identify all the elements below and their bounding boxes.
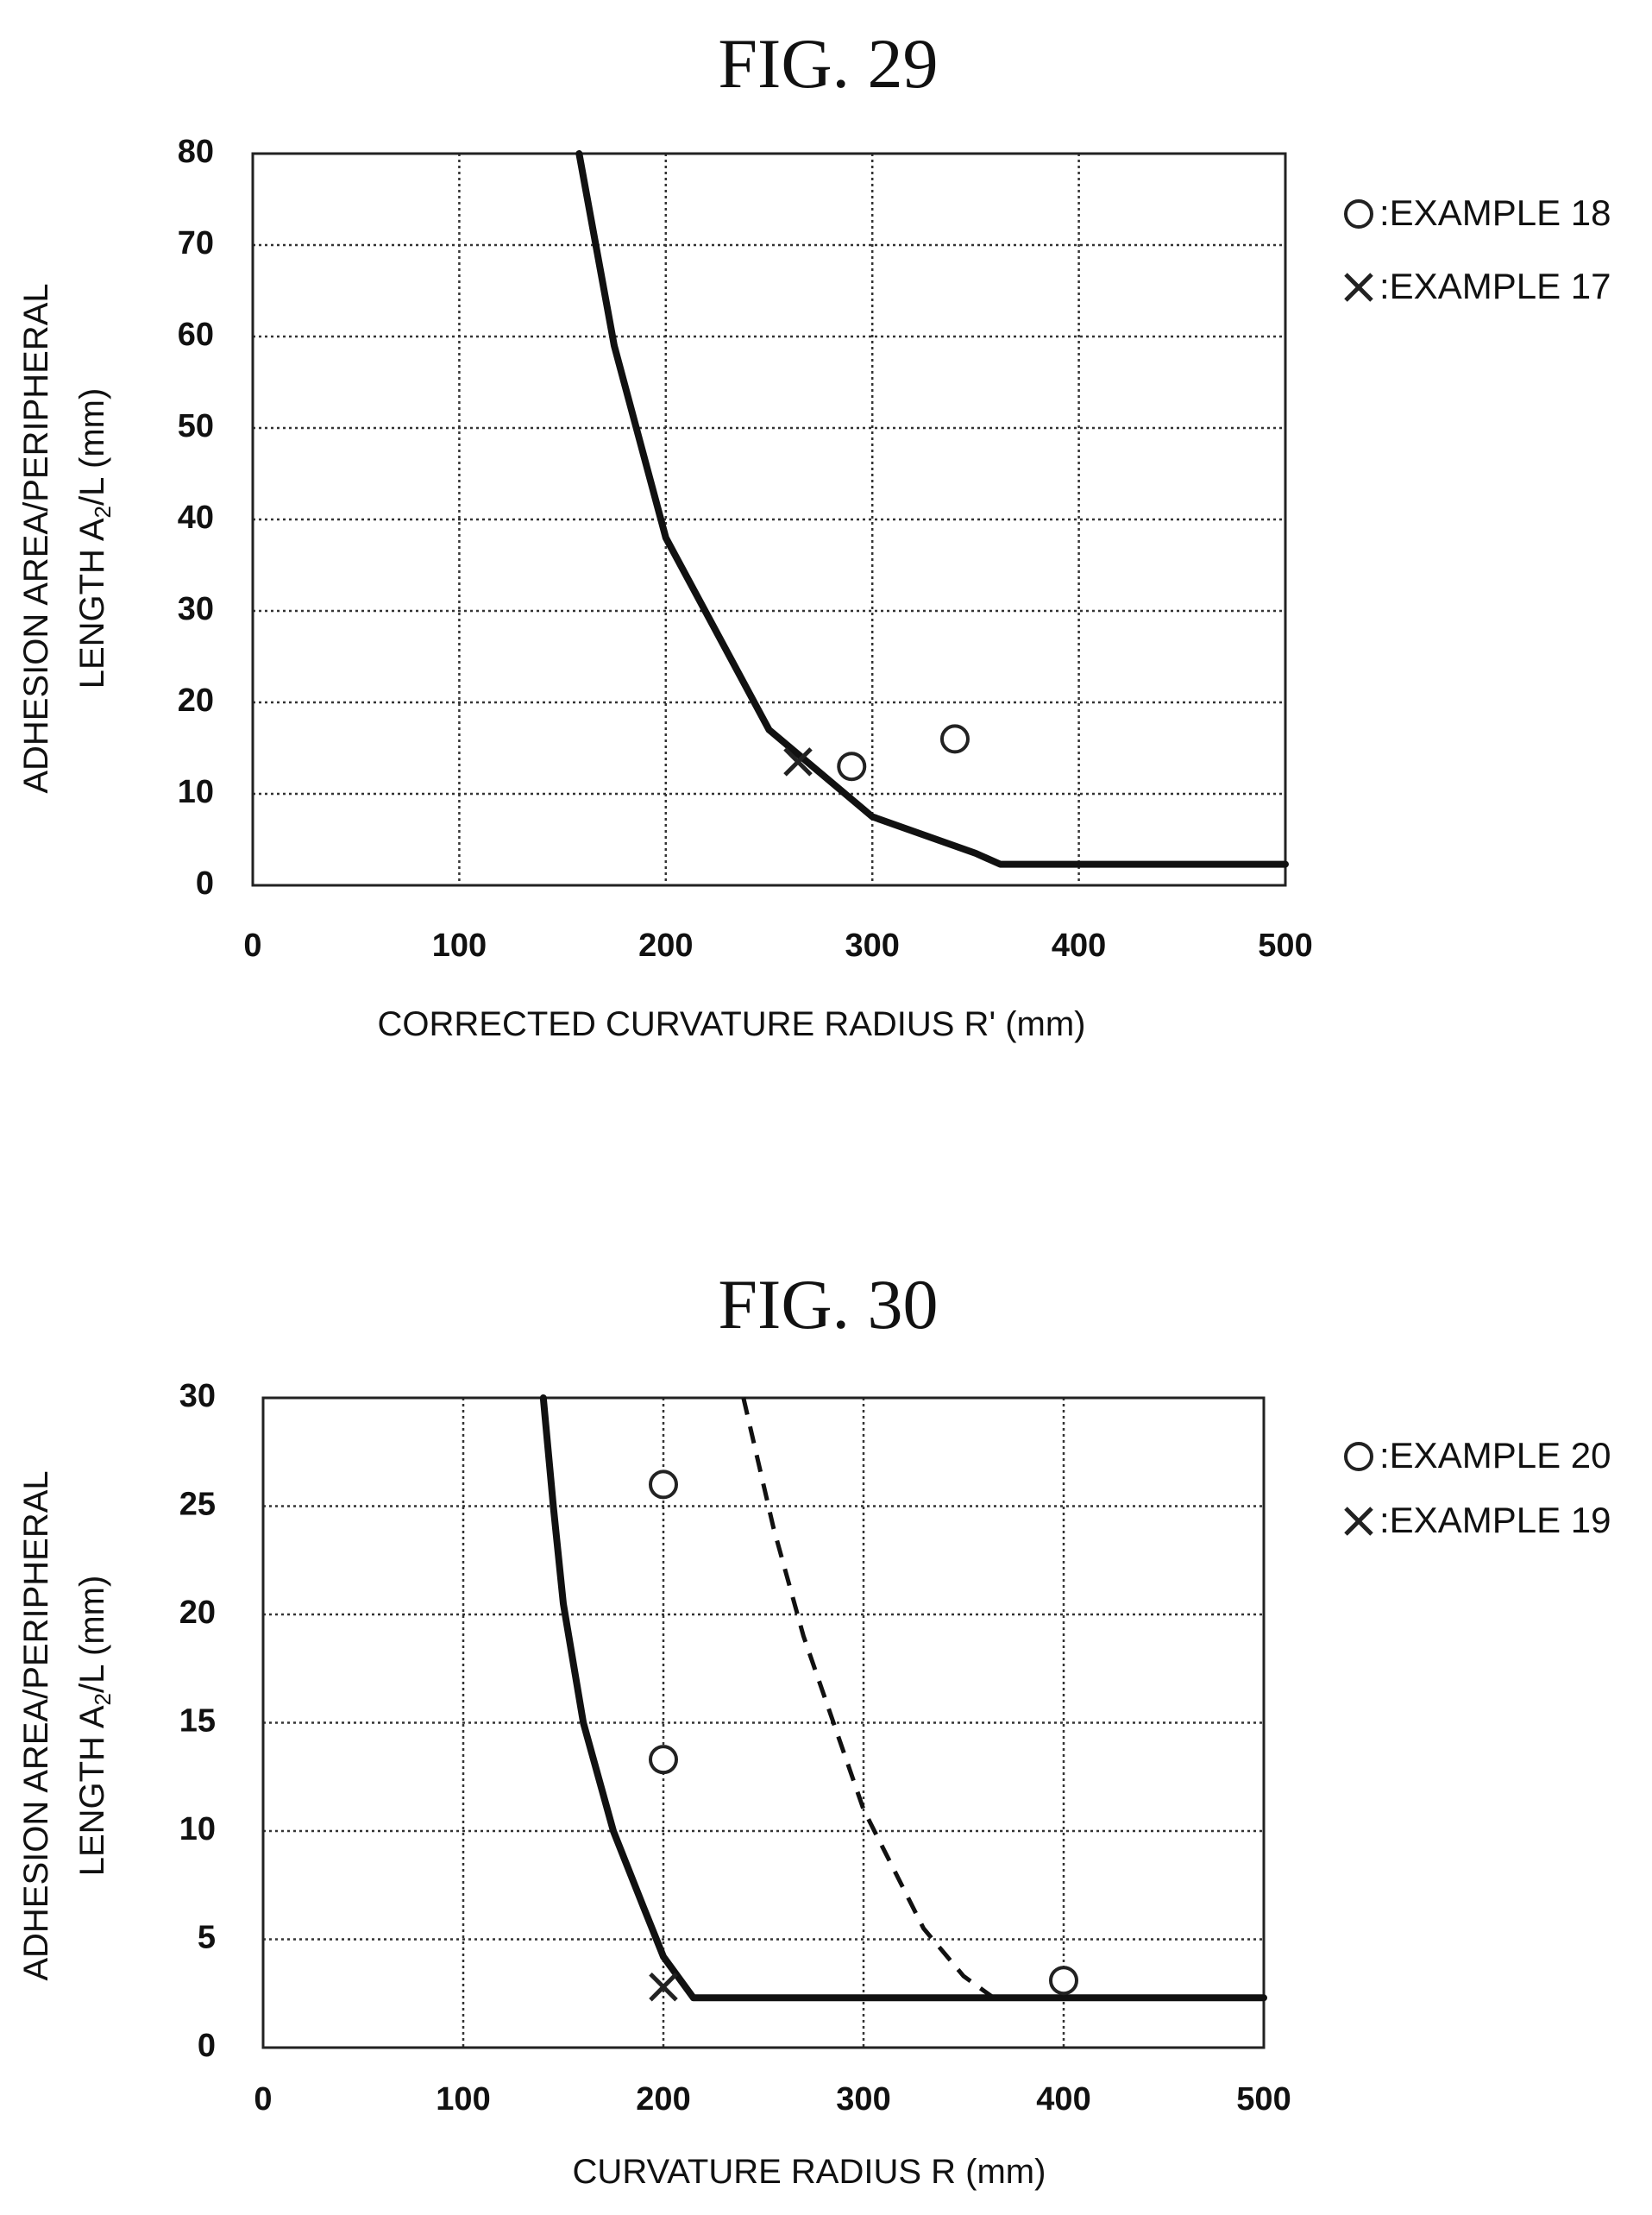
x-tick-label: 500	[1236, 2081, 1291, 2117]
y-tick-label: 80	[178, 134, 214, 170]
x-tick-label: 300	[845, 928, 899, 964]
legend-cross-marker	[1344, 1507, 1373, 1536]
data-point-circle	[649, 1745, 678, 1775]
y-tick-label: 15	[179, 1703, 216, 1740]
data-point-circle	[837, 752, 867, 782]
y-axis-label-text: LENGTH A	[73, 1705, 111, 1876]
x-tick-label: 100	[432, 928, 487, 964]
y-axis-label-unit: /L (mm)	[73, 1576, 111, 1693]
x-tick-label: 0	[254, 2081, 272, 2117]
x-tick-label: 200	[638, 928, 693, 964]
legend-item: :EXAMPLE 20	[1344, 1435, 1611, 1476]
y-tick-label: 10	[179, 1811, 216, 1847]
y-tick-label: 25	[179, 1487, 216, 1523]
marker-x-stroke	[1344, 273, 1373, 302]
y-tick-label: 40	[178, 500, 214, 536]
y-tick-label: 5	[198, 1920, 216, 1956]
y-tick-label: 60	[178, 317, 214, 353]
y-tick-label: 20	[179, 1595, 216, 1631]
legend-circle-marker	[1344, 199, 1373, 229]
y-tick-label: 0	[198, 2028, 216, 2064]
legend: :EXAMPLE 18 :EXAMPLE 17	[1344, 192, 1611, 306]
y-tick-label: 30	[179, 1378, 216, 1414]
y-tick-label: 30	[178, 591, 214, 627]
grid-lines	[253, 154, 1285, 885]
chart-title: FIG. 30	[718, 1265, 938, 1343]
x-axis-label: CORRECTED CURVATURE RADIUS R' (mm)	[378, 1005, 1086, 1043]
legend-item: :EXAMPLE 17	[1344, 266, 1611, 306]
legend: :EXAMPLE 20 :EXAMPLE 19	[1344, 1435, 1611, 1540]
boundary-curve-solid	[575, 150, 1289, 868]
y-tick-label: 50	[178, 408, 214, 444]
legend-label: :EXAMPLE 20	[1379, 1435, 1611, 1476]
chart-2: FIG. 30 0 100 200 300 400 500 0 5 10 15 20 25 30 CURVA…	[17, 1265, 1611, 2191]
data-point-circle	[939, 724, 970, 754]
y-axis-label-unit: /L (mm)	[73, 388, 111, 506]
data-point-cross	[649, 1972, 678, 2002]
y-tick-label: 70	[178, 225, 214, 261]
x-tick-label: 0	[243, 928, 261, 964]
legend-label: :EXAMPLE 18	[1379, 192, 1611, 233]
marker-x-stroke	[783, 747, 813, 777]
legend-item: :EXAMPLE 18	[1344, 192, 1611, 233]
x-tick-label: 200	[636, 2081, 690, 2117]
marker-x-stroke	[1344, 1507, 1373, 1536]
marker-x-stroke	[649, 1972, 678, 2002]
x-tick-label: 300	[836, 2081, 890, 2117]
legend-item: :EXAMPLE 19	[1344, 1500, 1611, 1540]
y-axis-label-line1: ADHESION AREA/PERIPHERAL	[17, 1470, 55, 1980]
chart-title: FIG. 29	[718, 24, 938, 103]
data-point-cross	[783, 747, 813, 777]
legend-circle-marker	[1344, 1442, 1373, 1471]
legend-cross-marker	[1344, 273, 1373, 302]
plot-frame	[251, 152, 1287, 887]
boundary-curve-dashed	[741, 1397, 996, 2000]
x-tick-label: 400	[1052, 928, 1106, 964]
y-axis-label-line2: LENGTH A2/L (mm)	[73, 388, 116, 689]
x-axis-label: CURVATURE RADIUS R (mm)	[573, 2153, 1046, 2191]
y-axis-label-subscript: 2	[90, 1693, 116, 1705]
grid-lines	[263, 1398, 1264, 2048]
plot-frame	[261, 1396, 1266, 2049]
y-axis-label-subscript: 2	[90, 506, 116, 518]
legend-label: :EXAMPLE 19	[1379, 1500, 1611, 1540]
y-axis-label-line2: LENGTH A2/L (mm)	[73, 1576, 116, 1877]
x-tick-label: 100	[436, 2081, 490, 2117]
boundary-curve-solid	[539, 1394, 1267, 2002]
legend-label: :EXAMPLE 17	[1379, 266, 1611, 306]
chart-1: FIG. 29 0 100 200 300 400 500 0 10 20 30 40 50 60 70 80…	[17, 24, 1611, 1043]
y-tick-label: 10	[178, 774, 214, 810]
data-point-circle	[1049, 1966, 1078, 1996]
y-axis-label-line1: ADHESION AREA/PERIPHERAL	[17, 283, 55, 793]
y-tick-label: 20	[178, 683, 214, 719]
x-tick-label: 500	[1258, 928, 1312, 964]
y-axis-label-text: LENGTH A	[73, 518, 111, 689]
x-tick-label: 400	[1036, 2081, 1090, 2117]
data-point-circle	[649, 1469, 678, 1500]
y-tick-label: 0	[196, 865, 214, 902]
